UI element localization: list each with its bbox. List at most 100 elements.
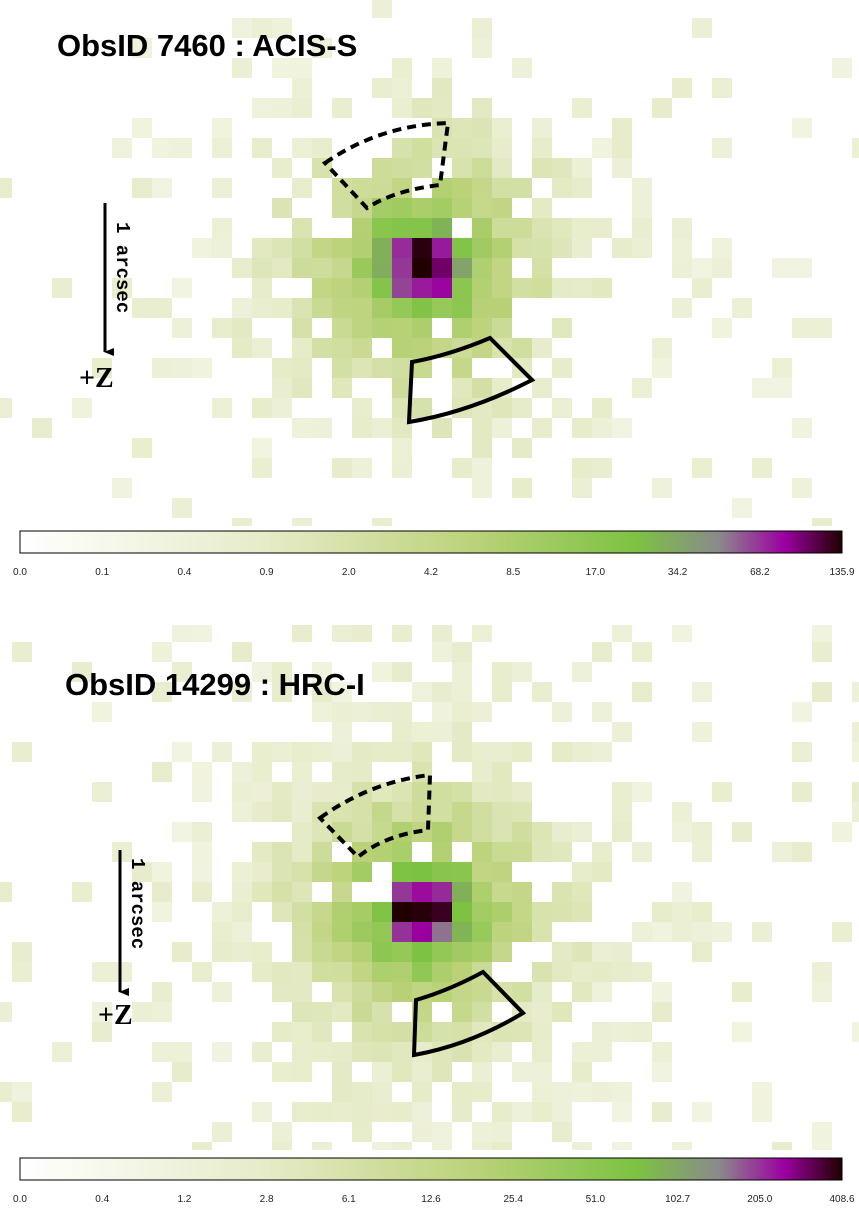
pixel [452,702,472,722]
pixel [212,138,232,158]
pixel [532,962,552,982]
pixel [92,782,112,802]
pixel [372,1082,392,1102]
pixel [612,1082,632,1102]
pixel [852,742,859,762]
pixel [352,278,372,298]
pixel [472,702,492,722]
pixel [292,822,312,842]
colorbar [19,530,843,554]
scale-label: 1 arcsec [126,858,148,949]
pixel [252,842,272,862]
pixel [392,178,412,198]
pixel [652,922,672,942]
pixel [472,922,492,942]
pixel [572,822,592,842]
pixel [12,962,32,982]
pixel [212,982,232,1002]
pixel [372,962,392,982]
pixel [392,298,412,318]
pixel [392,358,412,378]
panel-title: ObsID 14299 : HRC-I [65,667,365,702]
pixel [292,358,312,378]
pixel [352,625,372,642]
pixel [472,238,492,258]
pixel [192,625,212,642]
pixel [412,158,432,178]
pixel [612,625,632,642]
pixel [632,198,652,218]
pixel [592,1082,612,1102]
pixel [492,862,512,882]
pixel [352,418,372,438]
pixel [252,298,272,318]
pixel [512,58,532,78]
pixel [492,1102,512,1122]
pixel [432,1122,452,1142]
pixel [572,238,592,258]
pixel [372,702,392,722]
pixel [772,258,792,278]
pixel [172,138,192,158]
pixel [372,278,392,298]
pixel [692,722,712,742]
pixel [312,418,332,438]
pixel [672,298,692,318]
pixel [692,278,712,298]
pixel [292,298,312,318]
pixel [152,982,172,1002]
pixel [392,98,412,118]
pixel [212,218,232,238]
pixel [292,625,312,642]
pixel [512,802,532,822]
pixel [172,278,192,298]
pixel [212,318,232,338]
pixel [772,842,792,862]
pixel [612,118,632,138]
pixel [412,682,432,702]
pixel [312,338,332,358]
pixel [392,1102,412,1122]
pixel [452,682,472,702]
pixel [512,338,532,358]
pixel [492,278,512,298]
pixel [692,258,712,278]
pixel [552,238,572,258]
pixel [292,1042,312,1062]
pixel [472,198,492,218]
pixel [292,138,312,158]
pixel [512,478,532,498]
pixel [412,98,432,118]
pixel [592,942,612,962]
pixel [692,1102,712,1122]
pixel [452,378,472,398]
pixel [672,625,692,642]
pixel [152,358,172,378]
pixel [12,742,32,762]
pixel [252,238,272,258]
pixel [352,318,372,338]
colorbar-tick-label: 0.0 [13,567,27,578]
pixel [252,258,272,278]
pixel [332,762,352,782]
pixel [152,1042,172,1062]
pixel [272,358,292,378]
pixel [412,962,432,982]
pixel [512,1102,532,1122]
pixel [472,1142,492,1150]
pixel [592,458,612,478]
pixel [472,38,492,58]
pixel [792,418,812,438]
pixel [512,822,532,842]
pixel [392,802,412,822]
pixel [492,178,512,198]
pixel [92,1002,112,1022]
pixel [292,98,312,118]
pixel [472,882,492,902]
pixel [752,1102,772,1122]
pixel [192,1142,212,1150]
pixel [632,178,652,198]
pixel [332,378,352,398]
pixel [272,802,292,822]
pixel [372,662,392,682]
